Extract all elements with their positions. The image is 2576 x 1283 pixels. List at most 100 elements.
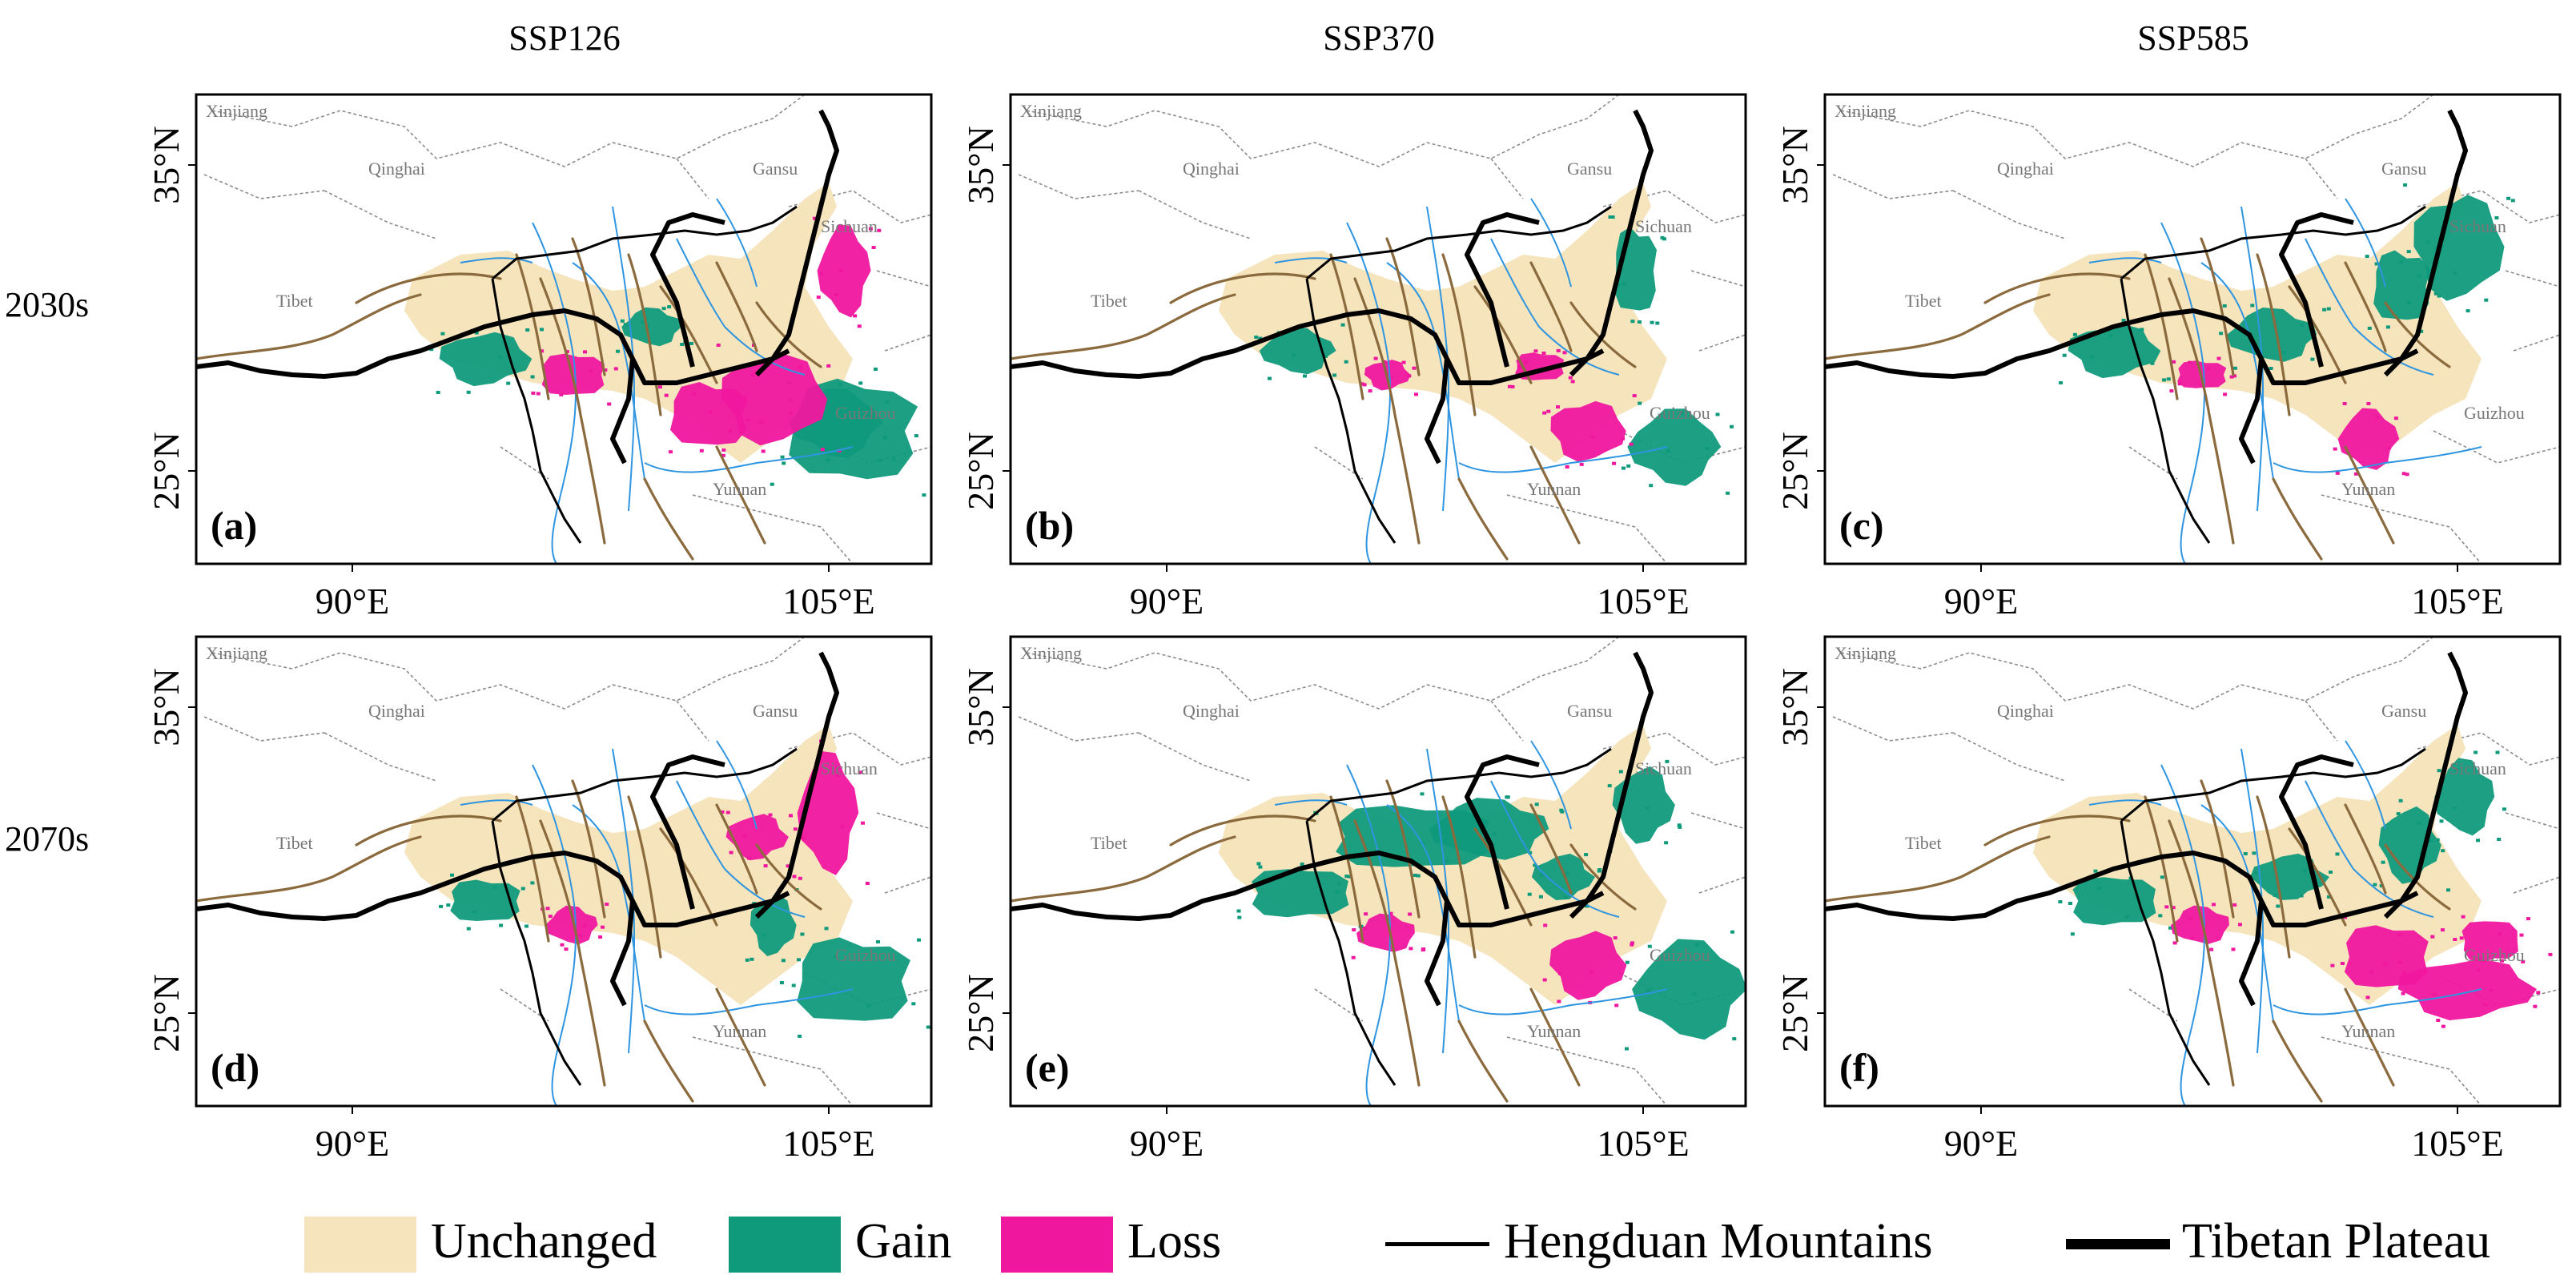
loss-speckle — [1360, 382, 1364, 386]
loss-speckle — [559, 392, 564, 396]
gain-speckle — [922, 493, 926, 497]
gain-speckle — [498, 356, 503, 360]
gain-speckle — [2281, 351, 2286, 355]
map-svg: Xinjiang Qinghai Gansu Sichuan Tibet Guizhou Y… — [146, 635, 933, 1164]
gain-speckle — [1644, 768, 1648, 772]
gain-patch — [797, 937, 910, 1021]
loss-speckle — [583, 350, 587, 354]
loss-patch — [725, 814, 789, 861]
loss-speckle — [540, 349, 545, 353]
loss-speckle — [1630, 941, 1634, 945]
gain-speckle — [2059, 381, 2064, 384]
column-title-ssp585: SSP585 — [2137, 18, 2249, 58]
loss-speckle — [2223, 392, 2228, 396]
province-label: Sichuan — [1635, 758, 1692, 778]
hengduan-mountains-boundary — [491, 747, 798, 1086]
gain-speckle — [2474, 750, 2478, 754]
map-panel: Xinjiang Qinghai Gansu Sichuan Tibet Guizhou Y… — [960, 635, 1747, 1164]
gain-speckle — [2093, 869, 2098, 873]
fault-line — [2272, 477, 2323, 561]
loss-speckle — [2177, 382, 2182, 386]
fault-line — [1169, 272, 1316, 304]
fault-line — [2144, 253, 2179, 400]
loss-speckle — [1362, 383, 1367, 387]
gain-speckle — [826, 458, 830, 462]
loss-speckle — [1557, 971, 1562, 975]
y-tick-label: 35°N — [960, 668, 1001, 746]
gain-speckle — [2253, 871, 2258, 875]
map-panel: Xinjiang Qinghai Gansu Sichuan Tibet Guizhou Y… — [1774, 93, 2562, 621]
gain-speckle — [1715, 412, 1720, 416]
province-label: Yunnan — [2341, 1021, 2395, 1041]
x-tick-label: 90°E — [1944, 581, 2019, 621]
fault-line — [1529, 261, 1573, 352]
gain-speckle — [826, 429, 831, 433]
loss-speckle — [2478, 956, 2483, 960]
gain-speckle — [749, 957, 754, 961]
gain-speckle — [1647, 944, 1652, 948]
province-label: Gansu — [753, 701, 798, 721]
map-panel: Xinjiang Qinghai Gansu Sichuan Tibet Guizhou Y… — [146, 635, 933, 1164]
loss-speckle — [657, 385, 662, 389]
gain-speckle — [2454, 768, 2459, 772]
gain-speckle — [797, 958, 801, 962]
loss-speckle — [2216, 356, 2221, 360]
loss-speckle — [2171, 906, 2176, 910]
legend-swatch-loss — [1001, 1217, 1113, 1273]
gain-speckle — [2494, 216, 2499, 219]
gain-speckle — [641, 320, 645, 324]
x-tick-label: 90°E — [315, 1123, 390, 1164]
loss-speckle — [1570, 380, 1575, 384]
gain-speckle — [2502, 807, 2506, 811]
fault-line — [355, 272, 502, 304]
province-label: Yunnan — [713, 1021, 766, 1041]
gain-speckle — [1565, 872, 1569, 876]
fault-line — [643, 1020, 694, 1103]
gain-speckle — [2140, 328, 2144, 332]
gain-speckle — [1678, 825, 1682, 829]
gain-speckle — [2396, 812, 2401, 816]
fault-line — [2272, 1020, 2323, 1103]
hengduan-mountains-boundary — [2120, 205, 2426, 544]
gain-speckle — [824, 927, 829, 931]
loss-speckle — [2436, 1019, 2441, 1022]
fault-line — [515, 253, 550, 400]
gain-speckle — [1347, 875, 1352, 879]
gain-speckle — [858, 381, 863, 385]
province-label: Xinjiang — [1020, 101, 1082, 121]
gain-speckle — [779, 981, 784, 984]
loss-speckle — [868, 227, 873, 231]
gain-speckle — [2465, 309, 2470, 313]
loss-speckle — [548, 915, 553, 919]
gain-speckle — [1646, 989, 1650, 992]
gain-speckle — [524, 924, 528, 928]
loss-speckle — [1389, 375, 1393, 379]
gain-speckle — [2250, 304, 2255, 308]
fault-line — [515, 795, 550, 943]
gain-speckle — [1493, 832, 1497, 836]
river-line — [2240, 748, 2265, 1054]
loss-speckle — [2526, 917, 2530, 921]
gain-patch — [2413, 195, 2505, 301]
fault-line — [1011, 293, 1236, 360]
map-svg: Xinjiang Qinghai Gansu Sichuan Tibet Guizhou Y… — [960, 93, 1747, 621]
loss-speckle — [1565, 465, 1569, 469]
province-borders — [203, 637, 931, 1106]
river-line — [1426, 748, 1450, 1054]
fault-line — [2256, 253, 2291, 416]
gain-speckle — [450, 873, 454, 877]
gain-speckle — [878, 458, 882, 462]
province-borders — [1832, 95, 2560, 564]
loss-speckle — [582, 924, 587, 928]
gain-speckle — [1705, 447, 1710, 450]
fault-line — [1169, 814, 1316, 847]
loss-speckle — [798, 876, 802, 880]
river-line — [716, 198, 758, 288]
fault-line — [1441, 795, 1477, 959]
gain-speckle — [2495, 750, 2500, 754]
gain-speckle — [1755, 1015, 1759, 1018]
river-line — [1458, 446, 1668, 473]
gain-speckle — [623, 323, 628, 327]
fault-line — [1983, 814, 2131, 847]
province-borders — [1018, 95, 1746, 564]
